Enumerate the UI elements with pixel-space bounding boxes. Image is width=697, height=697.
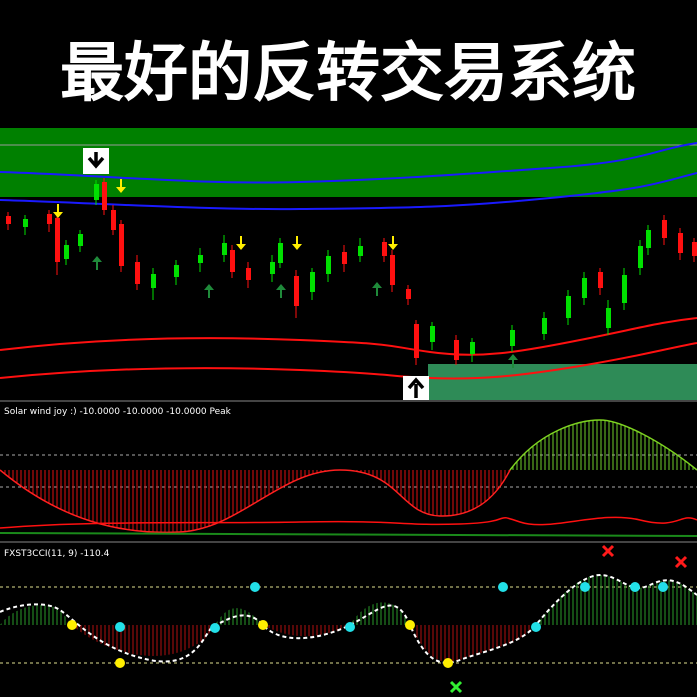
panel-label: Solar wind joy :) -10.0000 -10.0000 -10.…	[4, 407, 232, 417]
title: 最好的反转交易系统	[60, 37, 636, 111]
price-chart	[0, 128, 697, 400]
panel-label: FXST3CCI(11, 9) -110.4	[4, 549, 110, 559]
solar-wind-panel: Solar wind joy :) -10.0000 -10.0000 -10.…	[0, 407, 697, 537]
cci-panel: FXST3CCI(11, 9) -110.4	[0, 544, 697, 694]
